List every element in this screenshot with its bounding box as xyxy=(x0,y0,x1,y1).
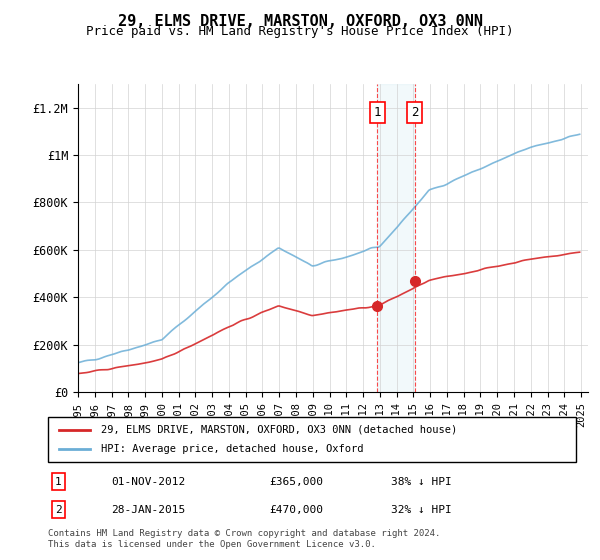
Text: £470,000: £470,000 xyxy=(270,505,324,515)
Text: £365,000: £365,000 xyxy=(270,477,324,487)
Text: 28-JAN-2015: 28-JAN-2015 xyxy=(112,505,185,515)
Text: 1: 1 xyxy=(373,106,381,119)
Text: 38% ↓ HPI: 38% ↓ HPI xyxy=(391,477,452,487)
Text: HPI: Average price, detached house, Oxford: HPI: Average price, detached house, Oxfo… xyxy=(101,445,364,455)
Text: 29, ELMS DRIVE, MARSTON, OXFORD, OX3 0NN: 29, ELMS DRIVE, MARSTON, OXFORD, OX3 0NN xyxy=(118,14,482,29)
Text: 1: 1 xyxy=(55,477,62,487)
FancyBboxPatch shape xyxy=(48,417,576,462)
Text: 2: 2 xyxy=(411,106,418,119)
Text: Contains HM Land Registry data © Crown copyright and database right 2024.
This d: Contains HM Land Registry data © Crown c… xyxy=(48,529,440,549)
Text: 32% ↓ HPI: 32% ↓ HPI xyxy=(391,505,452,515)
Text: Price paid vs. HM Land Registry's House Price Index (HPI): Price paid vs. HM Land Registry's House … xyxy=(86,25,514,38)
Text: 29, ELMS DRIVE, MARSTON, OXFORD, OX3 0NN (detached house): 29, ELMS DRIVE, MARSTON, OXFORD, OX3 0NN… xyxy=(101,424,457,435)
Bar xyxy=(377,84,415,392)
Text: 01-NOV-2012: 01-NOV-2012 xyxy=(112,477,185,487)
Text: 2: 2 xyxy=(55,505,62,515)
